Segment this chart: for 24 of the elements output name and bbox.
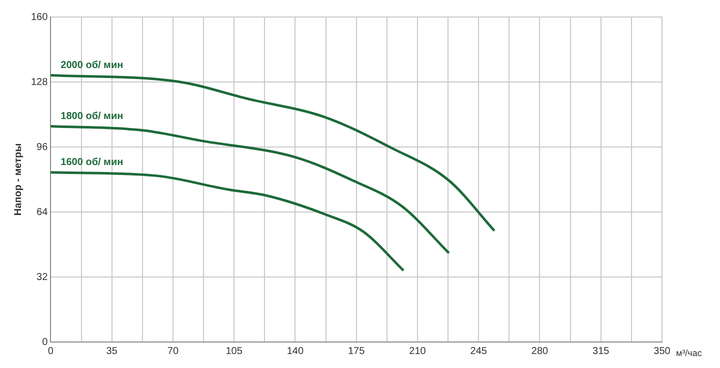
x-tick-label: 35	[106, 346, 118, 357]
y-tick-label: 96	[36, 142, 48, 153]
y-tick-label: 0	[42, 336, 48, 348]
y-tick-label: 128	[30, 76, 48, 88]
x-tick-label: 245	[470, 346, 488, 357]
x-tick-label: 70	[167, 346, 179, 357]
x-tick-label: 175	[348, 346, 366, 357]
x-tick-label: 105	[226, 346, 243, 357]
series-label: 1800 об/ мин	[60, 111, 124, 122]
y-tick-label: 64	[36, 206, 48, 218]
x-tick-label: 280	[531, 346, 549, 357]
y-tick-label: 32	[36, 272, 48, 283]
y-tick-label: 160	[30, 12, 48, 23]
line-series	[50, 171, 405, 272]
x-tick-label: 315	[592, 346, 610, 357]
x-tick-label: 210	[409, 346, 426, 357]
y-axis-title: Напор - метры	[12, 143, 24, 216]
line-series	[50, 74, 496, 232]
x-tick-label: 350	[654, 346, 671, 357]
series-label: 2000 об/ мин	[60, 60, 124, 72]
x-axis-title: м³/час	[676, 348, 702, 358]
line-series	[50, 125, 450, 254]
series-label: 1600 об/ мин	[60, 157, 124, 168]
x-tick-label: 140	[286, 346, 304, 357]
